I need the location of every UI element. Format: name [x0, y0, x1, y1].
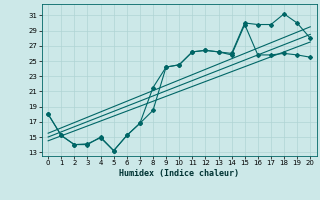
X-axis label: Humidex (Indice chaleur): Humidex (Indice chaleur) [119, 169, 239, 178]
